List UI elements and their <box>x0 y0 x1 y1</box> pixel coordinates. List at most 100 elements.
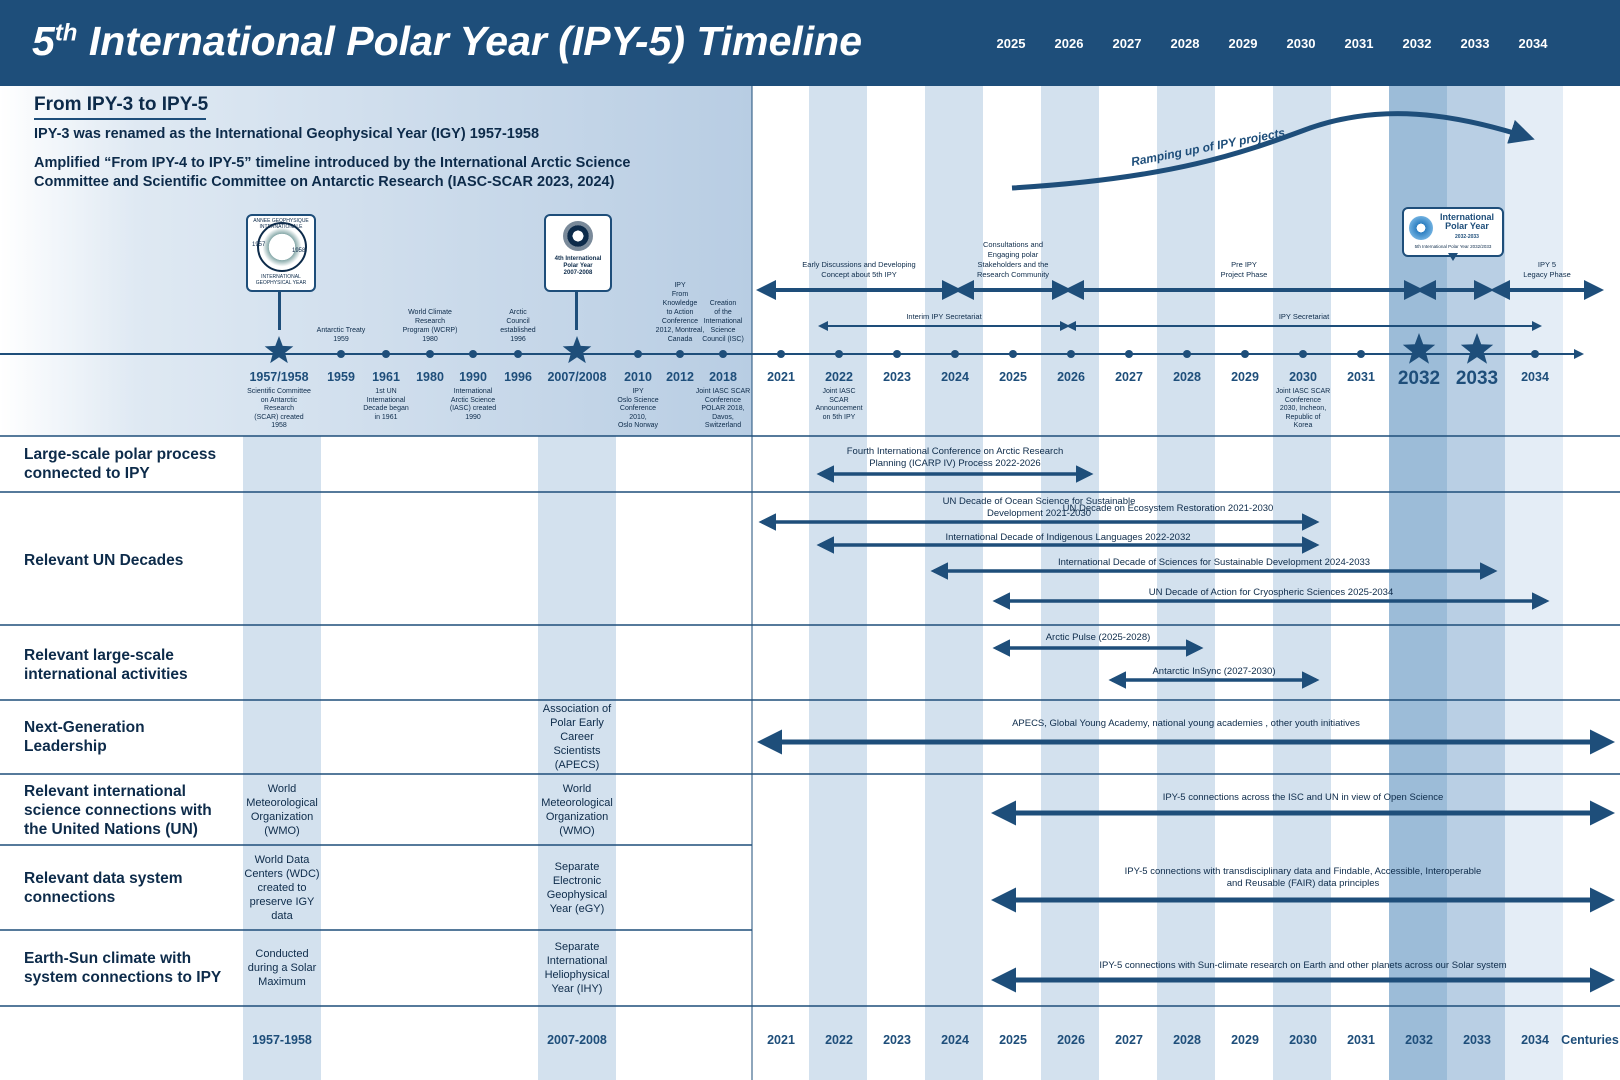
historic-note-above: World Climate Research Program (WCRP) 1980 <box>402 309 458 343</box>
ipy4-logo-icon <box>563 221 593 251</box>
bottom-year-1957-1958: 1957-1958 <box>252 1033 312 1047</box>
phase-arrows <box>756 280 1604 331</box>
row-label: Next-Generation Leadership <box>24 719 145 755</box>
igy-logo-callout: ANNEE GEOPHYSIQUE INTERNATIONALE 1957 19… <box>246 214 316 292</box>
recent-year-2026: 2026 <box>1057 370 1085 384</box>
bottom-year-2031: 2031 <box>1347 1033 1375 1047</box>
row-label: Relevant UN Decades <box>24 551 184 569</box>
dot-marker-1961 <box>382 350 390 358</box>
dot-marker-2021 <box>777 350 785 358</box>
recent-note-below: Joint IASC SCAR Announcement on 5th IPY <box>815 388 863 421</box>
row-bar-label: Fourth International Conference on Arcti… <box>846 446 1064 469</box>
row-dividers <box>0 86 1620 1080</box>
column-1957-note: World Data Centers (WDC) created to preserv… <box>244 854 320 922</box>
dot-marker-2023 <box>893 350 901 358</box>
main-axis <box>0 333 1584 364</box>
historic-note-below: Scientific Committee on Antarctic Researc… <box>247 388 311 429</box>
column-band-2034 <box>1505 86 1563 1080</box>
historic-year-2012: 2012 <box>666 370 694 384</box>
header-year-2026: 2026 <box>1054 36 1084 51</box>
igy-logo-icon <box>257 222 307 272</box>
bottom-year-2030: 2030 <box>1289 1033 1317 1047</box>
historic-note-below: Joint IASC SCAR Conference POLAR 2018, Davo… <box>695 388 751 429</box>
star-marker-1957/1958 <box>264 336 294 364</box>
row-bar-label: APECS, Global Young Academy, national yo… <box>1012 718 1360 729</box>
ipy5-logo-icon <box>1409 216 1433 240</box>
dot-marker-2030 <box>1299 350 1307 358</box>
recent-year-2021: 2021 <box>767 370 795 384</box>
bottom-year-2027: 2027 <box>1115 1033 1143 1047</box>
dot-marker-1990 <box>469 350 477 358</box>
ipy5-callout-pointer <box>1448 253 1458 261</box>
dot-marker-2034 <box>1531 350 1539 358</box>
star-marker-2033 <box>1460 333 1494 364</box>
column-2007-note: World Meteorological Organization (WMO) <box>541 783 613 837</box>
igy-logo-top-text: ANNEE GEOPHYSIQUE INTERNATIONALE <box>253 218 309 230</box>
column-band-2026 <box>1041 86 1099 1080</box>
row-bar-label: UN Decade of Action for Cryospheric Scie… <box>1148 587 1394 598</box>
dot-marker-2010 <box>634 350 642 358</box>
phase-label: IPY 5 Legacy Phase <box>1523 260 1571 279</box>
page-title: 5th International Polar Year (IPY-5) Tim… <box>32 18 863 64</box>
recent-year-2029: 2029 <box>1231 370 1259 384</box>
recent-year-2023: 2023 <box>883 370 911 384</box>
dot-marker-2029 <box>1241 350 1249 358</box>
intro-heading-underline <box>34 118 206 120</box>
ipy4-logo-callout: 4th International Polar Year 2007-2008 <box>544 214 612 292</box>
header-year-2031: 2031 <box>1344 36 1374 51</box>
historic-year-1990: 1990 <box>459 370 487 384</box>
row-label: Relevant data system connections <box>24 870 183 906</box>
ipy5-logo-callout: International Polar Year 2032-2033 5th Int… <box>1402 207 1504 257</box>
header-year-2025: 2025 <box>996 36 1026 51</box>
recent-year-2025: 2025 <box>999 370 1027 384</box>
header-year-2030: 2030 <box>1286 36 1316 51</box>
bottom-year-2024: 2024 <box>941 1033 969 1047</box>
ipy4-logo-text: 4th International Polar Year 2007-2008 <box>554 256 602 276</box>
recent-year-2027: 2027 <box>1115 370 1143 384</box>
bottom-year-2021: 2021 <box>767 1033 795 1047</box>
bottom-year-2034: 2034 <box>1521 1033 1549 1047</box>
recent-year-2030: 2030 <box>1289 370 1317 384</box>
igy-logo-year1: 1957 <box>252 242 266 248</box>
dot-marker-2022 <box>835 350 843 358</box>
header-year-2027: 2027 <box>1112 36 1142 51</box>
historic-note-below: International Arctic Science (IASC) create… <box>449 388 497 421</box>
row-bar-label: IPY-5 connections with transdisciplinary… <box>1124 866 1482 889</box>
header-year-2034: 2034 <box>1518 36 1548 51</box>
igy-logo-year2: 1958 <box>292 248 306 254</box>
row-label: Large-scale polar process connected to IP… <box>24 446 217 482</box>
row-label: Earth-Sun climate with system connections… <box>24 950 222 986</box>
historic-note-above: Arctic Council established 1996 <box>500 309 536 343</box>
star-marker-2007/2008 <box>562 336 592 364</box>
ramping-arrow <box>1011 111 1535 191</box>
phase-label: Consultations and Engaging polar Stakehold… <box>976 240 1050 279</box>
bottom-year-2007-2008: 2007-2008 <box>547 1033 607 1047</box>
bottom-year-2022: 2022 <box>825 1033 853 1047</box>
historic-year-1996: 1996 <box>504 370 532 384</box>
bottom-year-2029: 2029 <box>1231 1033 1259 1047</box>
historic-note-above: IPY From Knowledge to Action Conference 2012,… <box>655 282 705 343</box>
igy-logo-bottom-text: INTERNATIONAL GEOPHYSICAL YEAR <box>255 274 307 286</box>
column-1957-note: World Meteorological Organization (WMO) <box>246 783 318 837</box>
bottom-year-2033: 2033 <box>1463 1033 1491 1047</box>
dot-marker-2031 <box>1357 350 1365 358</box>
bottom-year-Centuries: Centuries <box>1561 1033 1619 1047</box>
row-label: Relevant international science connection… <box>24 782 212 838</box>
bottom-year-2023: 2023 <box>883 1033 911 1047</box>
phase-label: Early Discussions and Developing Concept … <box>802 260 916 279</box>
ipy5-logo-text: International Polar Year 2032-2033 <box>1439 212 1494 241</box>
row-label: Relevant large-scale international activi… <box>24 647 188 683</box>
igy-callout-stem <box>278 290 281 330</box>
column-band-2028 <box>1157 86 1215 1080</box>
header-year-2033: 2033 <box>1460 36 1490 51</box>
bottom-year-2025: 2025 <box>999 1033 1027 1047</box>
historic-year-1961: 1961 <box>372 370 400 384</box>
intro-line-2: Amplified “From IPY-4 to IPY-5” timeline… <box>34 155 631 190</box>
recent-year-2033: 2033 <box>1455 368 1499 389</box>
recent-year-2024: 2024 <box>941 370 969 384</box>
historic-year-2018: 2018 <box>709 370 737 384</box>
column-band-2024 <box>925 86 983 1080</box>
bottom-year-2026: 2026 <box>1057 1033 1085 1047</box>
